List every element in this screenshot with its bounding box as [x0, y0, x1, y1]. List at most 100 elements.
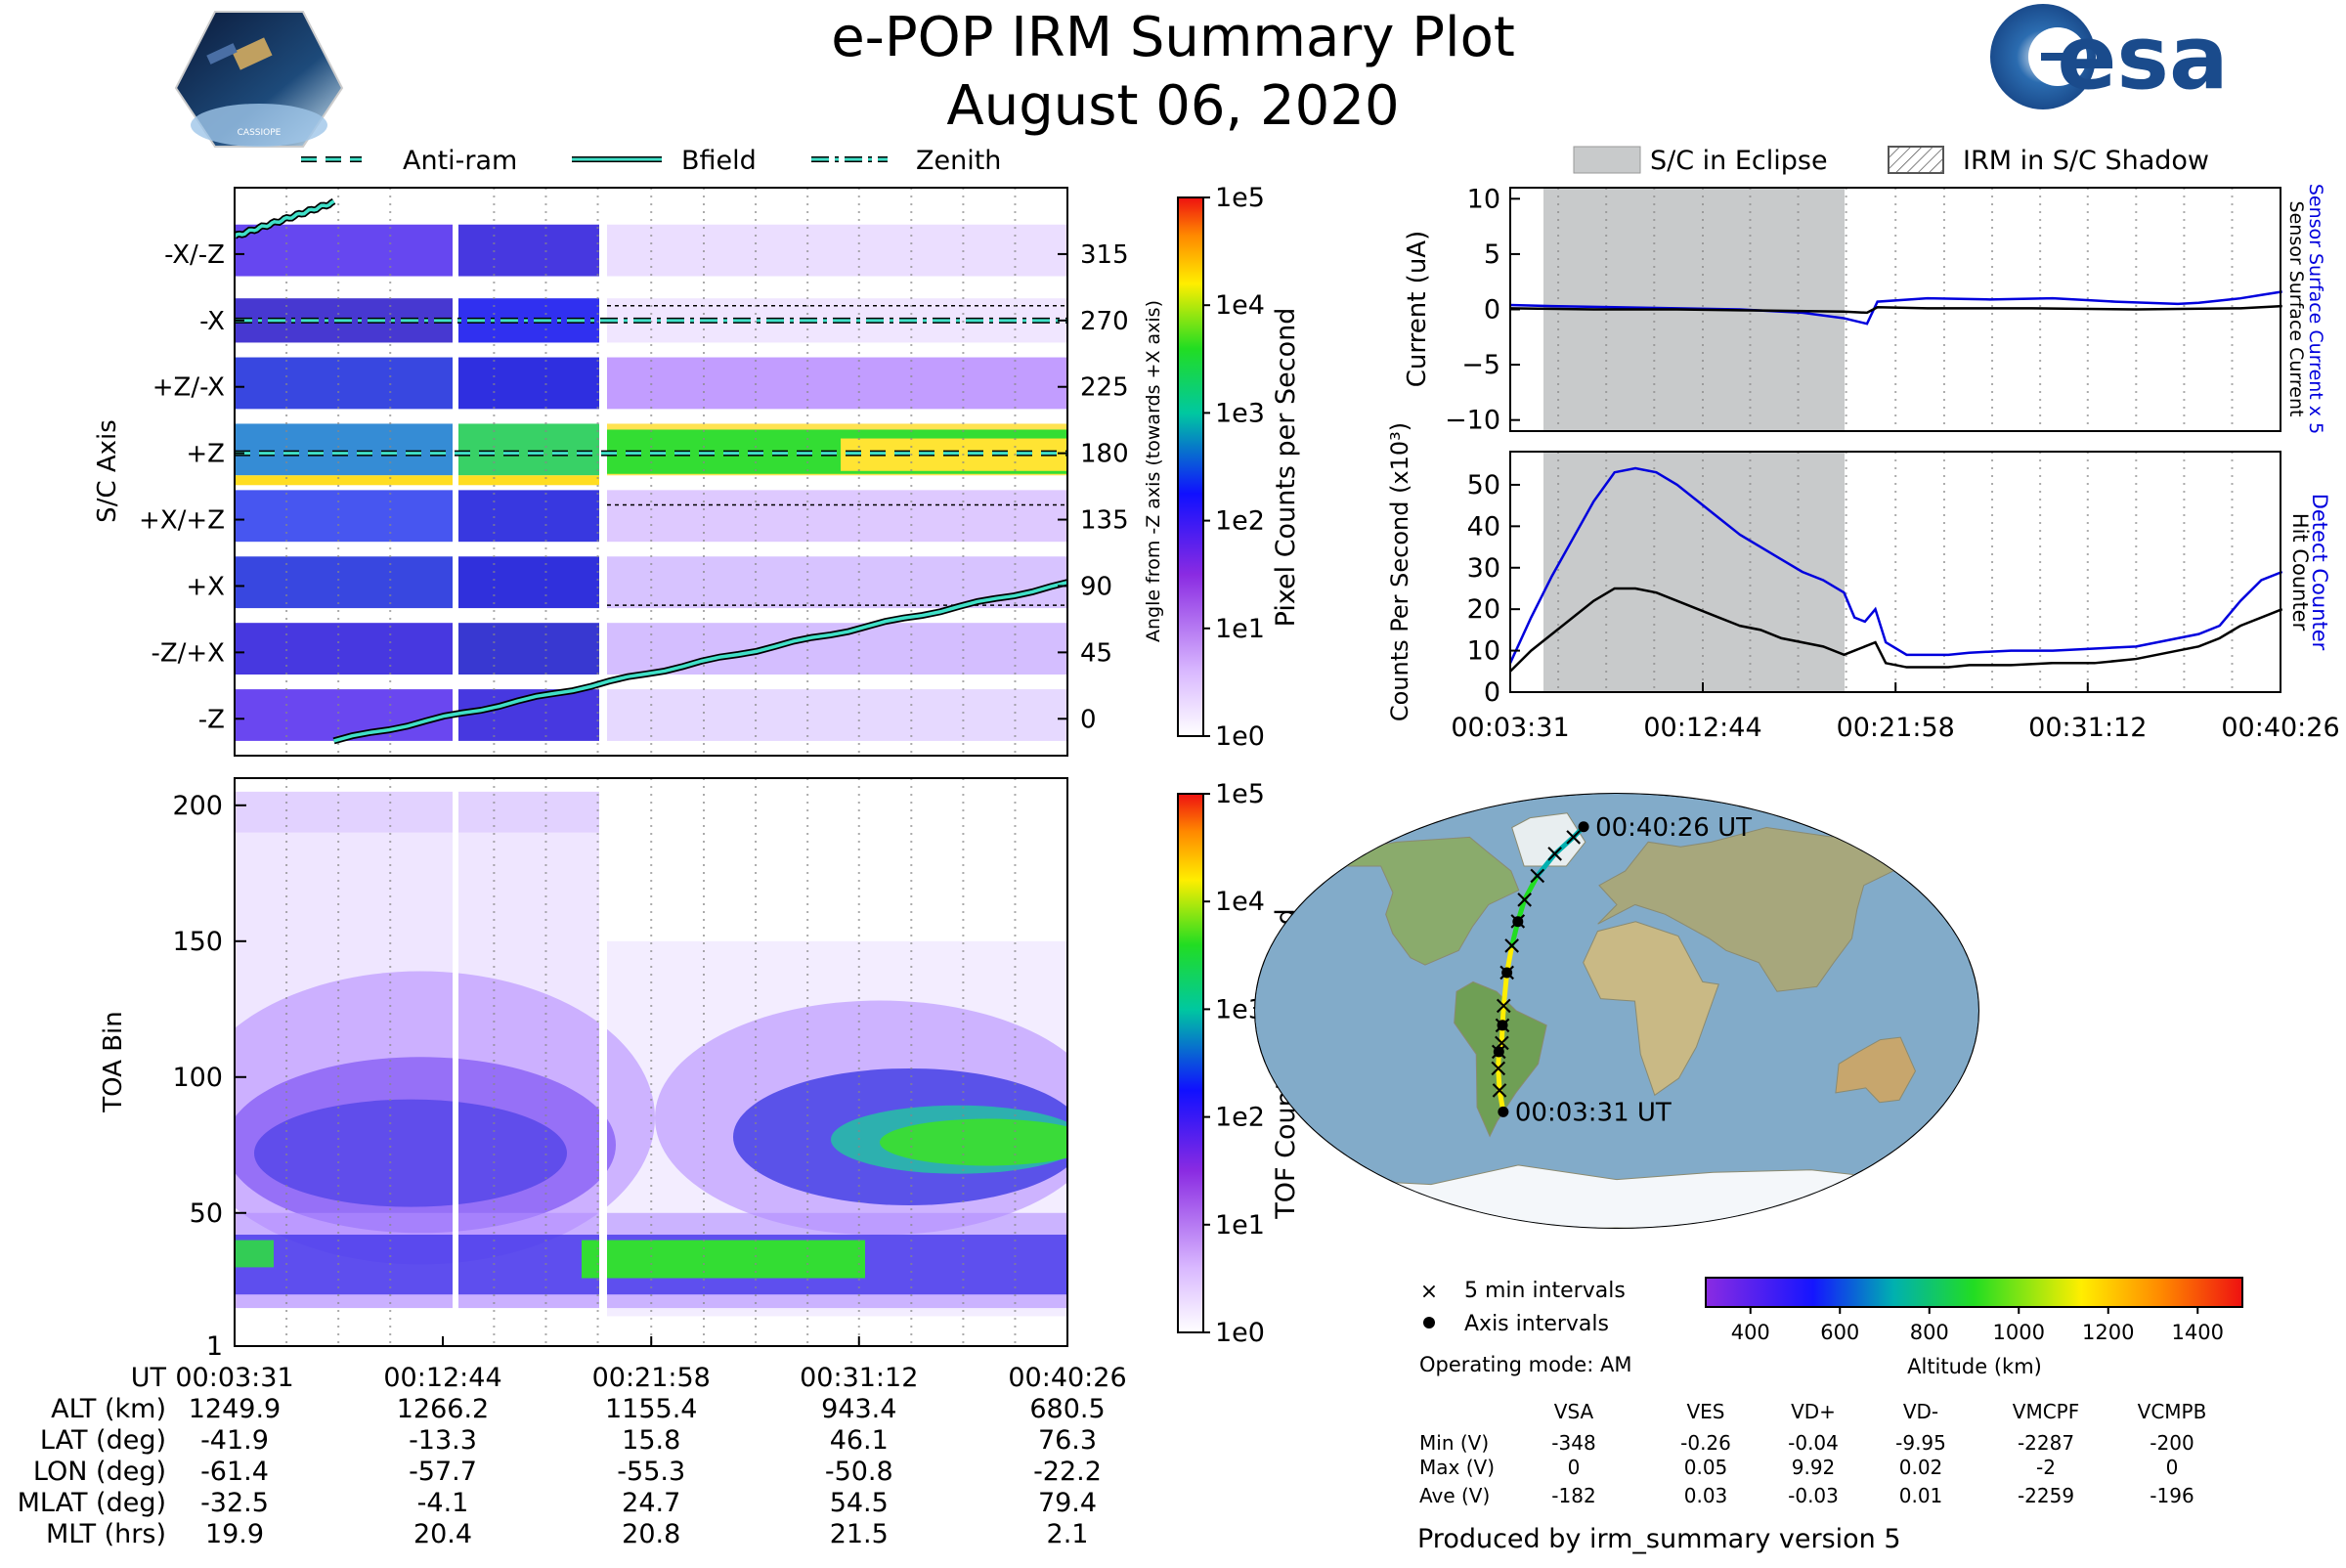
table-cell-1-1: -13.3: [409, 1425, 477, 1456]
five-min-marker-1: ×: [1488, 1054, 1509, 1083]
vt-cell-1-3: 0.02: [1899, 1456, 1943, 1479]
y-tick-label-0: -X/-Z: [164, 240, 225, 270]
pixel-colorbar-label: Pixel Counts per Second: [1271, 308, 1301, 628]
axis-band-early-7: [235, 689, 455, 741]
vt-cell-2-4: -2259: [2018, 1484, 2074, 1507]
counts-y-tick-label-3: 20: [1467, 594, 1500, 625]
legend-eclipse: S/C in Eclipse: [1650, 146, 1828, 176]
table-cell-4-1: 20.4: [413, 1519, 472, 1549]
table-cell-2-0: -61.4: [200, 1457, 269, 1487]
y-tick-label-1: -X: [199, 307, 225, 336]
toa-y-tick-label-0: 200: [172, 791, 223, 821]
axis-band-early-5: [235, 556, 455, 609]
alt-tick-label-4: 1200: [2082, 1321, 2134, 1344]
land-africa: [1583, 921, 1719, 1097]
toa-y-tick-label-4: 1: [206, 1331, 223, 1362]
axis-band-early-2: [235, 357, 455, 410]
table-cell-3-2: 24.7: [622, 1488, 680, 1518]
axis-band-mid-4: [458, 490, 599, 543]
track-segment-11: [1535, 851, 1558, 879]
vt-header-4: VMCPF: [2013, 1400, 2079, 1423]
vt-rowlabel-0: Min (V): [1419, 1431, 1489, 1455]
colorbar-tick-label-4: 1e1: [1215, 1210, 1265, 1241]
axis-interval-marker-5: [1578, 821, 1589, 833]
five-min-marker-11: ×: [1544, 840, 1566, 869]
vt-cell-2-1: 0.03: [1684, 1484, 1728, 1507]
current-y-tick-label-2: 0: [1484, 295, 1500, 326]
toa-y-tick-label-3: 50: [190, 1198, 223, 1229]
axis-band-mid-5: [458, 556, 599, 609]
land-north-america: [1337, 836, 1520, 966]
colorbar-tick-label-4: 1e1: [1215, 614, 1265, 644]
table-cell-3-1: -4.1: [417, 1488, 469, 1518]
axis-interval-marker-0: [1498, 1106, 1509, 1117]
table-label-1: ALT (km): [51, 1394, 166, 1424]
eclipse-legend-swatch: [1573, 146, 1641, 174]
vt-cell-0-3: -9.95: [1895, 1431, 1946, 1455]
land-australia: [1835, 1036, 1917, 1104]
y-tick-label-6: -Z/+X: [151, 638, 225, 668]
axis-band-early-4: [235, 490, 455, 543]
esa-logo: esa: [1990, 4, 2229, 109]
current-y-tick-label-1: 5: [1484, 240, 1500, 270]
current-y-tick-label-0: 10: [1467, 184, 1500, 214]
legend-zenith: Zenith: [916, 146, 1001, 176]
table-cell-0-1: 1266.2: [397, 1394, 489, 1424]
axis-band-early-3: [235, 423, 455, 476]
ut-tick-3: 00:31:12: [800, 1363, 918, 1393]
y-tick-label-7: -Z: [198, 705, 225, 734]
colorbar-tick-label-5: 1e0: [1215, 1318, 1265, 1348]
table-cell-3-4: 79.4: [1038, 1488, 1097, 1518]
hit-counter-series: [1509, 587, 2283, 673]
vt-header-1: VES: [1686, 1400, 1724, 1423]
toa-data-gap-1: [453, 778, 458, 1346]
esa-wordmark: esa: [2057, 7, 2228, 109]
vt-cell-0-0: -348: [1551, 1431, 1595, 1455]
table-label-4: MLAT (deg): [18, 1488, 166, 1518]
cassiope-label: CASSIOPE: [238, 128, 282, 138]
table-label-3: LON (deg): [33, 1457, 166, 1487]
vt-header-5: VCMPB: [2138, 1400, 2207, 1423]
counts-side-blue: Detect Counter: [2308, 494, 2331, 651]
pixel-counts-colorbar: 1e5 1e4 1e3 1e2 1e1 1e0 Pixel Counts per Seco…: [1177, 183, 1301, 752]
y2-tick-label-1: 270: [1080, 307, 1129, 336]
vt-header-0: VSA: [1554, 1400, 1594, 1423]
voltage-table: VSA VES VD+ VD- VMCPF VCMPB Min (V)Max (V) Ave…: [1419, 1400, 2206, 1507]
eclipse-band-counts: [1543, 452, 1845, 692]
legend-axis-intervals: Axis intervals: [1464, 1312, 1609, 1336]
vt-cell-0-1: -0.26: [1680, 1431, 1731, 1455]
alt-tick-label-5: 1400: [2172, 1321, 2224, 1344]
current-y-tick-label-4: −10: [1445, 406, 1500, 436]
five-min-marker-5: ×: [1493, 991, 1514, 1021]
axis-band-late-0: [607, 224, 1067, 277]
colorbar-tick-label-1: 1e4: [1215, 887, 1265, 917]
colorbar-tick-label-3: 1e2: [1215, 1103, 1265, 1133]
colorbar-tick-label-2: 1e3: [1215, 398, 1265, 428]
y-tick-label-4: +X/+Z: [139, 506, 225, 536]
counts-ylabel: Counts Per Second (x10³): [1386, 422, 1413, 721]
table-cell-1-2: 15.8: [622, 1425, 680, 1456]
counts-y-tick-label-4: 10: [1467, 636, 1500, 667]
y2-tick-label-3: 180: [1080, 440, 1129, 469]
current-x5-series: [1509, 290, 2282, 326]
table-cell-2-1: -57.7: [409, 1457, 477, 1487]
ut-tick-0: 00:03:31: [175, 1363, 293, 1393]
current-series: [1509, 304, 2282, 315]
land-eurasia: [1597, 827, 1905, 992]
axis-interval-marker-icon: [1423, 1317, 1435, 1328]
table-cell-2-3: -50.8: [825, 1457, 893, 1487]
axis-band-mid-6: [458, 623, 599, 675]
legend-bfield: Bfield: [681, 146, 757, 176]
line-bfield-0: [235, 199, 335, 239]
table-cell-2-2: -55.3: [617, 1457, 685, 1487]
ut-tick-4: 00:40:26: [1008, 1363, 1126, 1393]
toa-cloud-green: [880, 1118, 1067, 1166]
alt-tick-label-0: 400: [1731, 1321, 1770, 1344]
track-end-label: 00:40:26 UT: [1595, 813, 1752, 843]
current-plot: Current (uA) 10 5 0 −5 −10 Sensor Surface Cu…: [1403, 184, 2326, 436]
vt-cell-1-1: 0.05: [1684, 1456, 1728, 1479]
y2-tick-label-0: 315: [1080, 240, 1129, 270]
vt-cell-1-4: -2: [2036, 1456, 2056, 1479]
data-gap-1: [453, 188, 458, 756]
five-min-marker-7: ×: [1501, 931, 1523, 960]
